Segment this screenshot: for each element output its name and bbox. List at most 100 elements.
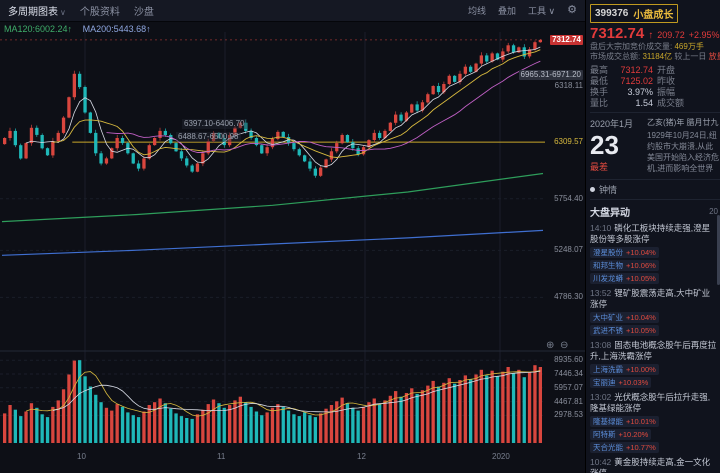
stock-code-box[interactable]: 399376 小盘成长 xyxy=(590,4,679,23)
section-header: 大盘异动 20 xyxy=(590,200,720,221)
stock-chip-pct: +10.77% xyxy=(626,443,656,452)
price-change-pct: +2.95% xyxy=(688,30,720,40)
stock-chip[interactable]: 上海洗霸 +10.00% xyxy=(590,364,659,375)
gear-icon[interactable]: ⚙ xyxy=(567,4,577,16)
stock-chip[interactable]: 阿特斯 +10.20% xyxy=(590,429,652,440)
stock-chip[interactable]: 隆基绿能 +10.01% xyxy=(590,416,659,427)
after-hours-label: 盘后大宗加竞价成交量: xyxy=(590,42,673,51)
stat-量比: 量比 1.54 xyxy=(590,98,653,108)
chart-canvas[interactable] xyxy=(0,22,585,473)
news-title: 磷化工板块持续走强,澄星股份等多股涨停 xyxy=(590,223,711,244)
stock-chip-name: 川发龙蟒 xyxy=(593,274,623,283)
news-time: 14:10 xyxy=(590,223,612,233)
stock-name: 小盘成长 xyxy=(633,10,674,21)
news-time: 13:08 xyxy=(590,340,612,350)
bullet-icon xyxy=(590,187,595,192)
news-title: 固态电池概念股午后再度拉升,上海洗霸涨停 xyxy=(590,340,717,361)
stock-chip-name: 隆基绿能 xyxy=(593,417,623,426)
ma-indicator-header: MA120:6002.24↑ MA200:5443.68↑ xyxy=(4,24,151,34)
turnover-note: 较上一日 xyxy=(674,52,707,61)
tab-label: 个股资料 xyxy=(79,7,120,18)
news-item[interactable]: 13:08 固态电池概念股午后再度拉升,上海洗霸涨停上海洗霸 +10.00% 宝丽迪 +… xyxy=(590,340,718,388)
market-turnover-line: 市场成交总额: 31184亿 较上一日 放量 xyxy=(590,52,720,62)
panel-scrollbar[interactable] xyxy=(717,215,720,285)
news-stock-tags: 大中矿业 +10.04% 武进不锈 +10.05% xyxy=(590,312,718,336)
stock-chip[interactable]: 和邦生物 +10.06% xyxy=(590,260,659,271)
tab-label: 沙盘 xyxy=(133,7,154,18)
calendar-history: 乙亥(猪)年 腊月廿九 1929年10月24日,纽约股市大崩溃,从此美国开始陷入… xyxy=(647,117,720,174)
stat-开盘: 开盘 xyxy=(657,65,676,75)
zoom-out-icon[interactable]: ⊖ xyxy=(560,340,569,351)
quote-stats-grid: 最高 7312.74 开盘 最低 7125.02 昨收 换手 3.97% 振幅 量比 1.54 成交额 xyxy=(590,65,720,113)
after-hours-line: 盘后大宗加竞价成交量: 469万手 xyxy=(590,42,720,52)
market-moves-feed: 14:10 磷化工板块持续走强,澄星股份等多股涨停 澄星股份 +10.04% 和邦生物 +… xyxy=(590,223,720,473)
news-item[interactable]: 14:10 磷化工板块持续走强,澄星股份等多股涨停 澄星股份 +10.04% 和邦生物 +… xyxy=(590,223,718,284)
tab-stock-info[interactable]: 个股资料 xyxy=(80,3,120,18)
stat-最高: 最高 7312.74 xyxy=(590,65,653,75)
stock-chip-pct: +10.04% xyxy=(626,313,656,322)
tab-sandbox[interactable]: 沙盘 xyxy=(134,3,154,18)
stock-chip-name: 宝丽迪 xyxy=(593,378,616,387)
stock-chip[interactable]: 川发龙蟒 +10.05% xyxy=(590,273,659,284)
zoom-in-icon[interactable]: ⊕ xyxy=(546,340,555,351)
news-time: 13:02 xyxy=(590,392,612,402)
stock-chip[interactable]: 澄星股份 +10.04% xyxy=(590,247,659,258)
price-row: 7312.74 ↑ 209.72 +2.95% xyxy=(590,25,720,42)
calendar-month: 2020年1月 xyxy=(590,119,634,129)
turnover-label: 市场成交总额: xyxy=(590,52,641,61)
news-item[interactable]: 10:42黄金股持续走高,金一文化涨停金一文化+10.01%四川黄金+10.00… xyxy=(590,457,718,473)
history-text: 1929年10月24日,纽约股市大崩溃,从此美国开始陷入经济危机,进而影响全世界 xyxy=(647,131,719,173)
stock-chip-pct: +10.20% xyxy=(618,430,649,439)
stock-chip-pct: +10.04% xyxy=(626,248,656,257)
tab-multi-period-chart[interactable]: 多周期图表 ∨ xyxy=(8,3,66,18)
news-title: 锂矿股震荡走高,大中矿业涨停 xyxy=(590,288,711,309)
calendar-tag: 最差 xyxy=(590,162,609,172)
stock-chip-name: 大中矿业 xyxy=(593,313,623,322)
stock-chip-name: 和邦生物 xyxy=(593,261,623,270)
calendar-day: 23 xyxy=(590,130,619,160)
stock-code: 399376 xyxy=(595,8,629,19)
stock-chip-name: 武进不锈 xyxy=(593,326,623,335)
up-arrow-icon: ↑ xyxy=(648,30,654,41)
stat-换手: 换手 3.97% xyxy=(590,87,653,97)
tool-overlay[interactable]: 叠加 xyxy=(498,6,517,16)
price-change: 209.72 xyxy=(657,30,685,40)
quote-panel: 399376 小盘成长 7312.74 ↑ 209.72 +2.95% 盘后大宗… xyxy=(585,0,720,473)
last-price: 7312.74 xyxy=(590,25,645,42)
turnover-value: 31184亿 xyxy=(642,52,673,61)
tab-label: 多周期图表 xyxy=(8,7,58,18)
calendar-widget[interactable]: 2020年1月 23 最差 乙亥(猪)年 腊月廿九 1929年10月24日,纽约… xyxy=(590,113,720,180)
stock-chip-pct: +10.06% xyxy=(626,261,656,270)
stock-chip[interactable]: 武进不锈 +10.05% xyxy=(590,325,659,336)
stock-chip-name: 阿特斯 xyxy=(593,430,616,439)
stock-chip-name: 上海洗霸 xyxy=(593,365,623,374)
stock-chip-pct: +10.05% xyxy=(626,274,656,283)
candlestick-chart[interactable]: MA120:6002.24↑ MA200:5443.68↑ 7312.74 696… xyxy=(0,22,585,473)
stock-chip-pct: +10.03% xyxy=(618,378,649,387)
stock-chip-pct: +10.05% xyxy=(626,326,656,335)
tool-ma[interactable]: 均线 xyxy=(468,6,487,16)
stock-chip[interactable]: 宝丽迪 +10.03% xyxy=(590,377,652,388)
turnover-note-highlight: 放量 xyxy=(708,52,720,61)
chart-tools: 均线 叠加 工具 ∨ ⚙ xyxy=(468,4,577,17)
feed-filter-row[interactable]: 钟情 xyxy=(590,180,720,200)
stat-成交额: 成交额 xyxy=(657,98,685,108)
lunar-date: 乙亥(猪)年 腊月廿九 xyxy=(647,118,719,127)
news-item[interactable]: 13:52 锂矿股震荡走高,大中矿业涨停 大中矿业 +10.04% 武进不锈 +10.05… xyxy=(590,288,718,336)
section-title: 大盘异动 xyxy=(590,208,630,219)
chart-topbar: 多周期图表 ∨ 个股资料 沙盘 均线 叠加 工具 ∨ ⚙ xyxy=(0,0,585,22)
tool-tools-menu[interactable]: 工具 ∨ xyxy=(528,6,556,16)
news-item[interactable]: 13:02 光伏概念股午后拉升走强,隆基绿能涨停 隆基绿能 +10.01% 阿特斯 +10… xyxy=(590,392,718,453)
stat-昨收: 昨收 xyxy=(657,76,676,86)
news-stock-tags: 隆基绿能 +10.01% 阿特斯 +10.20% 天合光能 +10.77% xyxy=(590,416,718,453)
news-title: 光伏概念股午后拉升走强,隆基绿能涨停 xyxy=(590,392,711,413)
stock-chip-name: 澄星股份 xyxy=(593,248,623,257)
stat-振幅: 振幅 xyxy=(657,87,676,97)
chevron-down-icon: ∨ xyxy=(60,8,66,17)
news-time: 10:42 xyxy=(590,457,612,467)
news-stock-tags: 澄星股份 +10.04% 和邦生物 +10.06% 川发龙蟒 +10.05% xyxy=(590,247,718,284)
calendar-date: 2020年1月 23 最差 xyxy=(590,117,642,174)
stock-chip[interactable]: 天合光能 +10.77% xyxy=(590,442,659,453)
stock-chip[interactable]: 大中矿业 +10.04% xyxy=(590,312,659,323)
